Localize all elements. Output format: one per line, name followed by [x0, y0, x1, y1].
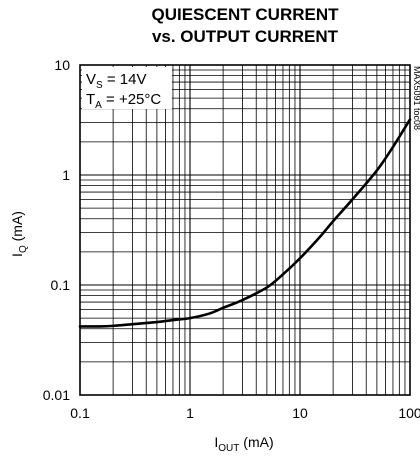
part-number-label: MAX5091 toc08 [412, 66, 420, 130]
chart-title-line2: vs. OUTPUT CURRENT [152, 27, 339, 46]
y-tick-label: 0.1 [51, 277, 71, 293]
grid [80, 65, 410, 395]
supply-voltage-label: VS = 14V [86, 71, 146, 91]
y-tick-label: 10 [54, 57, 70, 73]
plot-frame [79, 64, 411, 396]
chart-title-line1: QUIESCENT CURRENT [151, 5, 339, 24]
x-tick-labels: 0.1 1 10 100 [70, 405, 420, 421]
x-tick-label: 10 [292, 405, 308, 421]
condition-box-bg [82, 67, 172, 109]
series-line [78, 118, 412, 328]
y-tick-label: 0.01 [43, 387, 70, 403]
y-axis-label: IQ (mA) [9, 211, 29, 257]
y-tick-labels: 0.01 0.1 1 10 [43, 57, 70, 403]
x-tick-label: 1 [186, 405, 194, 421]
ambient-temp-label: TA = +25°C [86, 91, 161, 111]
condition-box: VS = 14V TA = +25°C [82, 67, 172, 111]
x-tick-label: 0.1 [70, 405, 90, 421]
x-axis-label: IOUT (mA) [214, 434, 273, 454]
series-layer [78, 118, 412, 328]
y-tick-label: 1 [62, 167, 70, 183]
x-tick-label: 100 [398, 405, 420, 421]
